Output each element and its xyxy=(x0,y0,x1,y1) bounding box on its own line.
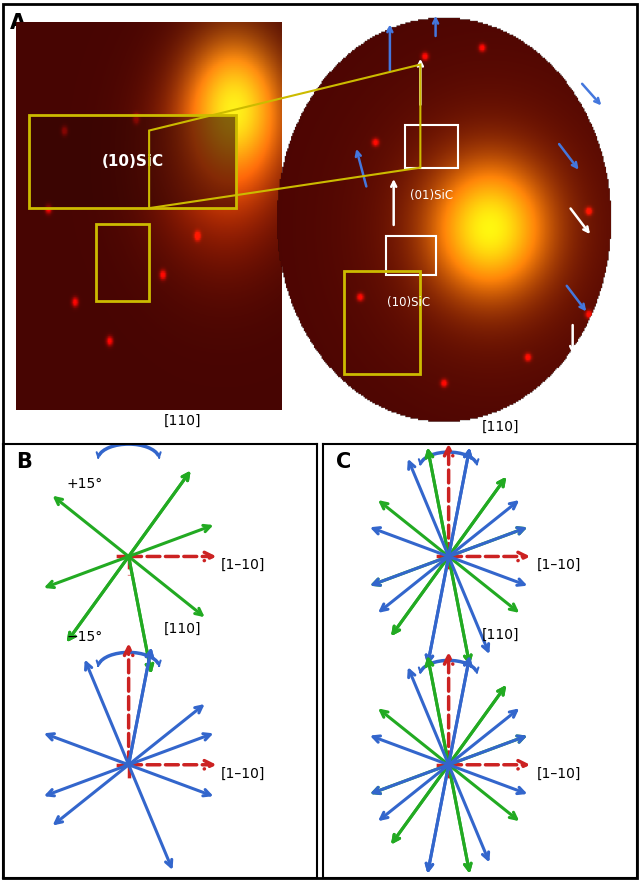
Bar xyxy=(96,224,149,302)
Text: C: C xyxy=(336,452,351,473)
Text: [110]: [110] xyxy=(481,420,519,434)
Text: (10)SiC: (10)SiC xyxy=(387,296,431,310)
Text: (10)SiC: (10)SiC xyxy=(102,154,164,169)
Text: [110]: [110] xyxy=(164,622,201,636)
Text: [1–10]: [1–10] xyxy=(537,766,581,781)
Text: [110]: [110] xyxy=(481,628,519,642)
Bar xyxy=(405,124,458,168)
Text: +15°: +15° xyxy=(67,476,103,490)
Bar xyxy=(386,236,436,275)
Bar xyxy=(344,271,420,374)
Text: [1–10]: [1–10] xyxy=(537,558,581,572)
Text: [1–10]: [1–10] xyxy=(221,558,265,572)
Text: −15°: −15° xyxy=(67,630,103,644)
Text: [1–10]: [1–10] xyxy=(221,766,265,781)
Text: B: B xyxy=(16,452,31,473)
Text: [110]: [110] xyxy=(164,414,201,428)
Text: A: A xyxy=(10,13,26,34)
Text: (01)SiC: (01)SiC xyxy=(410,189,453,202)
Bar xyxy=(29,116,236,208)
